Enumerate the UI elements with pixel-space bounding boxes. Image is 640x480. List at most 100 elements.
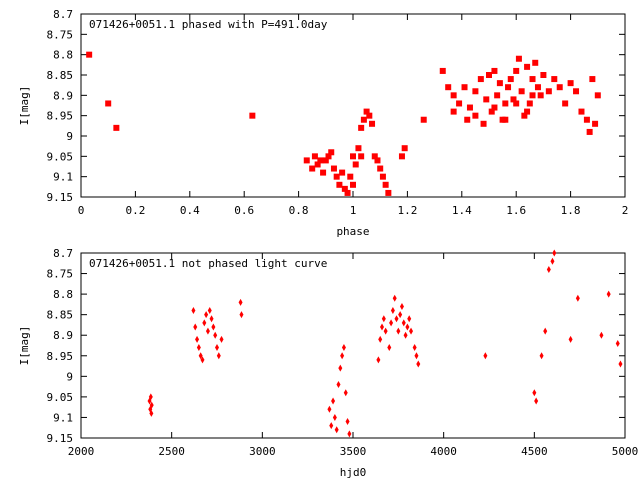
x-axis-ticks: 0 0.2 0.4 0.6 0.8 1 1.2 1.4 1.6 1.8 2 xyxy=(78,14,629,217)
y-tick-label: 9.15 xyxy=(47,191,74,204)
data-point xyxy=(615,339,620,347)
data-point xyxy=(392,294,397,302)
data-point xyxy=(303,157,310,164)
data-point xyxy=(529,92,536,99)
data-point xyxy=(502,116,509,123)
data-point xyxy=(378,335,383,343)
data-point xyxy=(543,327,548,335)
data-point xyxy=(193,323,198,331)
data-point xyxy=(332,413,337,421)
data-point xyxy=(594,92,601,99)
data-point xyxy=(322,157,329,164)
data-point xyxy=(317,157,324,164)
x-tick-label: 0.4 xyxy=(180,204,200,217)
y-tick-label: 8.85 xyxy=(47,309,74,322)
data-point xyxy=(309,165,316,172)
data-point xyxy=(529,76,536,83)
x-tick-label: 2 xyxy=(622,204,629,217)
data-point xyxy=(480,120,487,127)
data-point xyxy=(86,51,93,58)
data-point xyxy=(562,100,569,107)
data-point xyxy=(534,84,541,91)
data-point xyxy=(534,397,539,405)
data-point xyxy=(461,84,468,91)
data-point xyxy=(420,116,427,123)
data-point xyxy=(377,165,384,172)
data-point xyxy=(396,327,401,335)
data-point xyxy=(209,315,214,323)
y-axis-ticks: 8.7 8.75 8.8 8.85 8.9 8.95 9 9.05 9.1 9.15 xyxy=(47,8,625,204)
data-point xyxy=(403,331,408,339)
data-point xyxy=(344,189,351,196)
data-point xyxy=(207,307,212,315)
data-point xyxy=(325,153,332,160)
data-point xyxy=(472,112,479,119)
data-point xyxy=(445,84,452,91)
data-point xyxy=(567,80,574,87)
data-point xyxy=(502,100,509,107)
data-point xyxy=(401,145,408,152)
data-point xyxy=(537,92,544,99)
data-point xyxy=(524,63,531,70)
data-point xyxy=(343,389,348,397)
y-axis-label: I[mag] xyxy=(18,86,31,126)
y-axis-label: I[mag] xyxy=(18,326,31,366)
data-point xyxy=(583,116,590,123)
data-point xyxy=(374,157,381,164)
data-point xyxy=(524,108,531,115)
x-tick-label: 1.6 xyxy=(506,204,526,217)
data-point xyxy=(215,344,219,352)
data-point xyxy=(149,409,154,417)
y-tick-label: 8.7 xyxy=(53,8,73,21)
y-tick-label: 9.1 xyxy=(53,171,73,184)
x-tick-label: 4500 xyxy=(521,445,548,458)
data-point xyxy=(219,335,224,343)
data-point xyxy=(376,356,381,364)
x-tick-label: 0.2 xyxy=(125,204,145,217)
data-point xyxy=(409,327,414,335)
data-point xyxy=(398,153,405,160)
data-point xyxy=(204,311,209,319)
data-point xyxy=(573,88,580,95)
data-point xyxy=(329,422,334,430)
data-point xyxy=(515,55,522,62)
data-point xyxy=(360,116,367,123)
data-point xyxy=(483,96,490,103)
data-point xyxy=(339,169,346,176)
data-point xyxy=(578,108,585,115)
data-point xyxy=(198,352,203,360)
data-point xyxy=(491,67,498,74)
y-tick-label: 9.05 xyxy=(47,391,74,404)
data-point xyxy=(331,397,336,405)
data-point xyxy=(196,344,201,352)
data-point xyxy=(345,418,350,426)
data-point xyxy=(491,104,498,111)
data-point xyxy=(486,72,492,78)
chart-title: 071426+0051.1 not phased light curve xyxy=(89,257,327,270)
data-point xyxy=(401,319,406,327)
y-tick-label: 9 xyxy=(66,130,73,143)
data-point xyxy=(366,112,373,119)
data-point xyxy=(466,104,473,111)
data-point xyxy=(507,76,514,83)
data-point xyxy=(249,112,256,119)
data-point xyxy=(488,108,495,115)
data-point xyxy=(546,265,551,273)
x-tick-label: 1.2 xyxy=(397,204,417,217)
plot-frame xyxy=(80,252,626,439)
data-point xyxy=(496,80,503,87)
x-axis-label: phase xyxy=(336,225,369,238)
data-point xyxy=(575,294,580,302)
data-point xyxy=(526,100,533,107)
data-point xyxy=(510,96,517,103)
data-point xyxy=(472,88,479,95)
data-point xyxy=(347,430,352,438)
data-point xyxy=(211,323,216,331)
y-tick-label: 8.9 xyxy=(53,329,73,342)
x-tick-label: 3500 xyxy=(340,445,367,458)
x-tick-label: 0.6 xyxy=(234,204,254,217)
data-point xyxy=(213,331,218,339)
x-tick-label: 5000 xyxy=(612,445,639,458)
data-point xyxy=(239,311,244,319)
data-point xyxy=(552,249,557,257)
